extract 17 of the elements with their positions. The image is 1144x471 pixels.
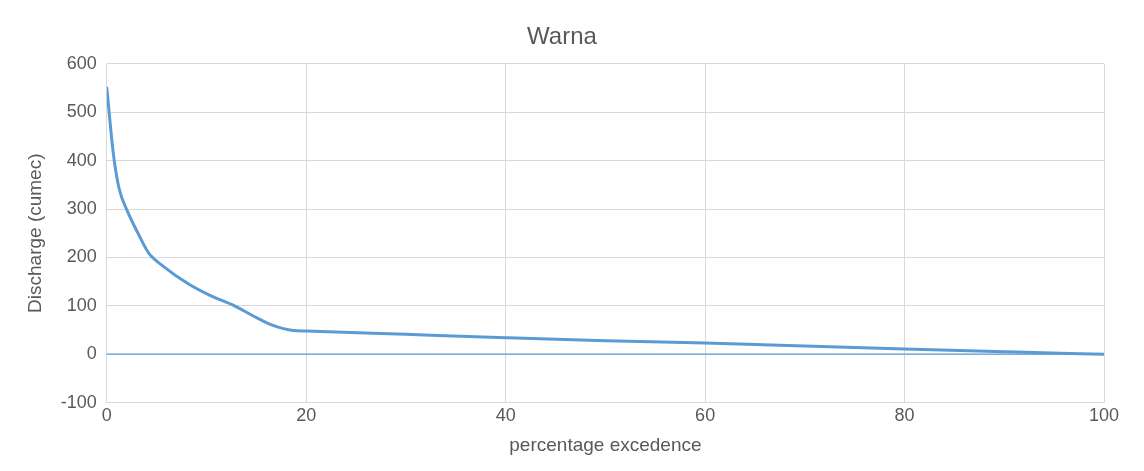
y-tick-label: 0 [86, 343, 97, 364]
x-tick-label: 0 [101, 405, 112, 426]
x-tick-label: 80 [894, 405, 915, 426]
y-tick-label: -100 [60, 391, 97, 412]
y-tick-label: 200 [66, 246, 97, 267]
y-tick-label: 100 [66, 294, 97, 315]
y-tick-label: 500 [66, 101, 97, 122]
y-axis-title: Discharge (cumec) [23, 153, 45, 313]
chart-title: Warna [527, 22, 598, 50]
x-axis-title: percentage excedence [509, 433, 702, 455]
y-tick-label: 600 [66, 52, 97, 73]
y-tick-label: 400 [66, 149, 97, 170]
x-tick-label: 100 [1088, 405, 1120, 426]
y-tick-label: 300 [66, 197, 97, 218]
x-tick-label: 20 [296, 405, 317, 426]
x-tick-label: 60 [695, 405, 716, 426]
x-tick-label: 40 [495, 405, 516, 426]
